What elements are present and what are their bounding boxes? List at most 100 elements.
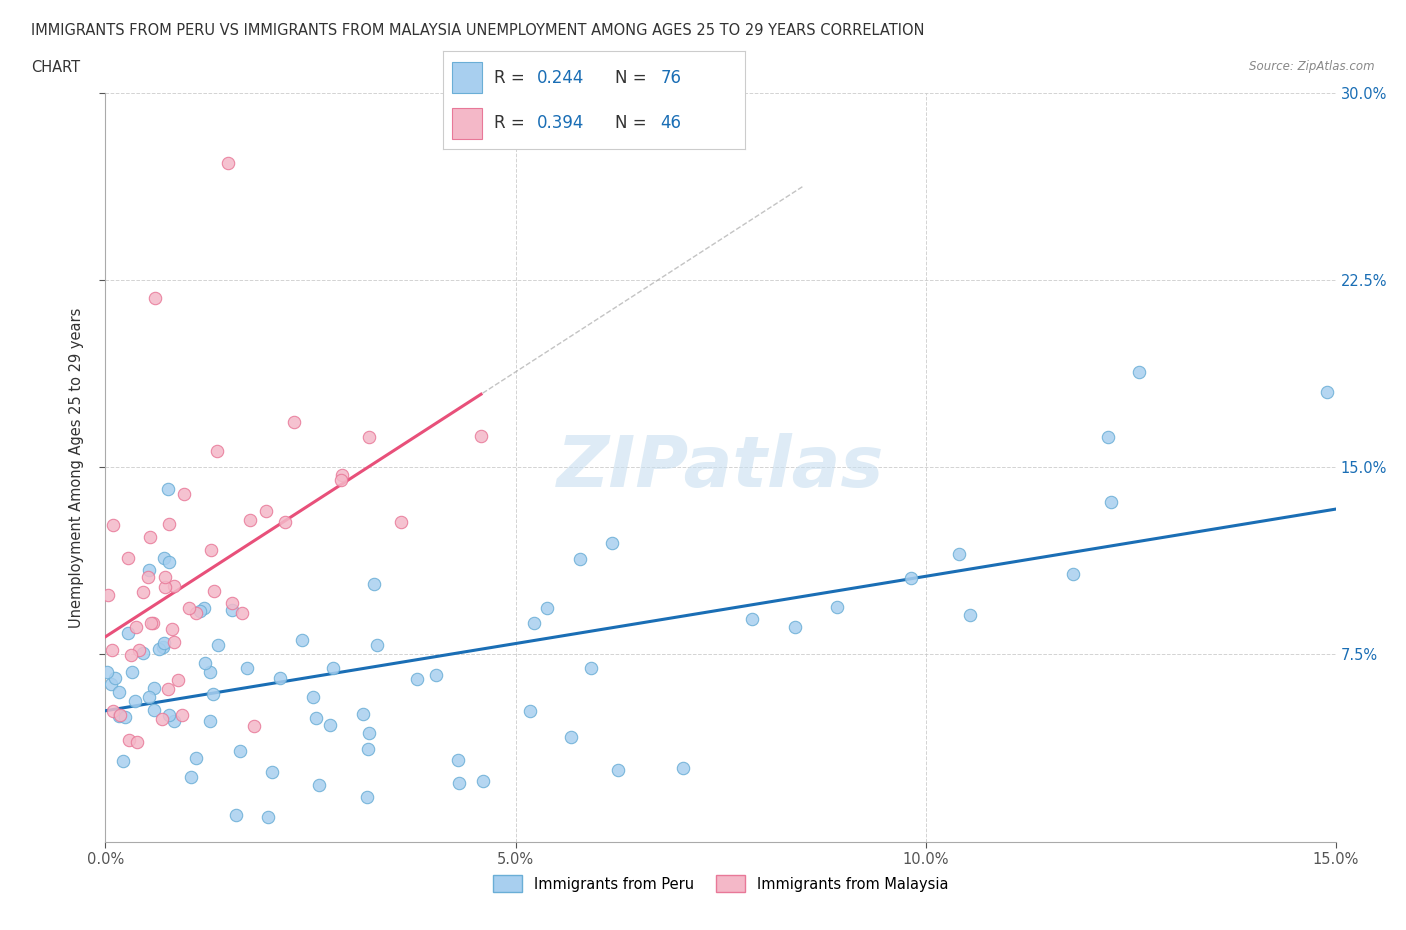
Point (472, 774, 495, 789)
Point (138, 690, 160, 705)
Text: N =: N = (616, 114, 652, 132)
Point (389, 514, 412, 529)
Y-axis label: Unemployment Among Ages 25 to 29 years: Unemployment Among Ages 25 to 29 years (69, 307, 84, 628)
Point (425, 668, 447, 683)
Point (1097, 429, 1119, 444)
Point (157, 516, 180, 531)
Point (305, 711, 328, 725)
Text: 76: 76 (661, 69, 682, 86)
Point (156, 682, 179, 697)
Point (141, 616, 163, 631)
Point (180, 769, 202, 784)
Point (97, 588, 120, 603)
Point (142, 615, 165, 630)
Text: R =: R = (495, 69, 530, 86)
Point (184, 605, 207, 620)
Point (560, 730, 582, 745)
Point (741, 612, 763, 627)
Point (221, 596, 243, 611)
Point (193, 601, 215, 616)
Point (238, 512, 260, 527)
Point (322, 661, 344, 676)
Point (107, 685, 129, 700)
Point (568, 551, 591, 566)
Point (150, 712, 173, 727)
Point (100, 677, 122, 692)
Point (447, 776, 470, 790)
Point (221, 603, 243, 618)
Point (108, 707, 131, 722)
Text: R =: R = (495, 114, 530, 132)
Point (160, 621, 183, 636)
Point (900, 571, 922, 586)
Text: CHART: CHART (31, 60, 80, 75)
Point (111, 753, 134, 768)
Point (366, 638, 388, 653)
Point (357, 430, 380, 445)
Point (148, 642, 170, 657)
FancyBboxPatch shape (451, 62, 482, 93)
Point (229, 744, 252, 759)
Point (406, 671, 429, 686)
Text: IMMIGRANTS FROM PERU VS IMMIGRANTS FROM MALAYSIA UNEMPLOYMENT AMONG AGES 25 TO 2: IMMIGRANTS FROM PERU VS IMMIGRANTS FROM … (31, 23, 924, 38)
Point (186, 751, 208, 765)
Point (132, 646, 155, 661)
Point (1099, 495, 1122, 510)
Point (256, 809, 278, 824)
Point (139, 530, 162, 545)
Point (273, 514, 295, 529)
Point (783, 619, 806, 634)
Point (108, 708, 131, 723)
Point (1128, 365, 1150, 380)
Point (101, 643, 124, 658)
Point (672, 760, 695, 775)
Point (118, 733, 141, 748)
Point (231, 605, 253, 620)
Point (117, 551, 139, 565)
Point (356, 790, 378, 804)
Point (121, 665, 143, 680)
Point (363, 577, 385, 591)
Point (114, 710, 136, 724)
Point (291, 632, 314, 647)
Point (153, 579, 176, 594)
Point (173, 487, 195, 502)
Point (269, 671, 291, 685)
Point (179, 600, 201, 615)
Point (308, 777, 330, 792)
Text: 0.244: 0.244 (537, 69, 583, 86)
Point (447, 752, 470, 767)
Point (202, 584, 225, 599)
Point (157, 708, 180, 723)
Point (201, 686, 224, 701)
Point (579, 660, 602, 675)
Point (301, 690, 323, 705)
Point (188, 604, 211, 618)
Text: Source: ZipAtlas.com: Source: ZipAtlas.com (1250, 60, 1375, 73)
Point (96, 664, 118, 679)
Point (152, 639, 174, 654)
Point (157, 555, 180, 570)
Point (207, 443, 229, 458)
Point (330, 473, 353, 488)
Point (131, 585, 153, 600)
Point (101, 518, 124, 533)
Point (283, 415, 305, 430)
Point (519, 703, 541, 718)
Point (207, 638, 229, 653)
Legend: Immigrants from Peru, Immigrants from Malaysia: Immigrants from Peru, Immigrants from Ma… (486, 870, 955, 898)
Point (124, 694, 146, 709)
Point (600, 535, 623, 550)
Point (959, 607, 981, 622)
Point (163, 713, 186, 728)
Point (143, 703, 166, 718)
Point (125, 619, 148, 634)
Point (218, 155, 240, 170)
Point (352, 707, 374, 722)
Point (536, 601, 558, 616)
Point (235, 660, 257, 675)
Point (470, 428, 492, 443)
Point (104, 671, 127, 685)
Text: ZIPatlas: ZIPatlas (557, 432, 884, 502)
Point (948, 547, 970, 562)
